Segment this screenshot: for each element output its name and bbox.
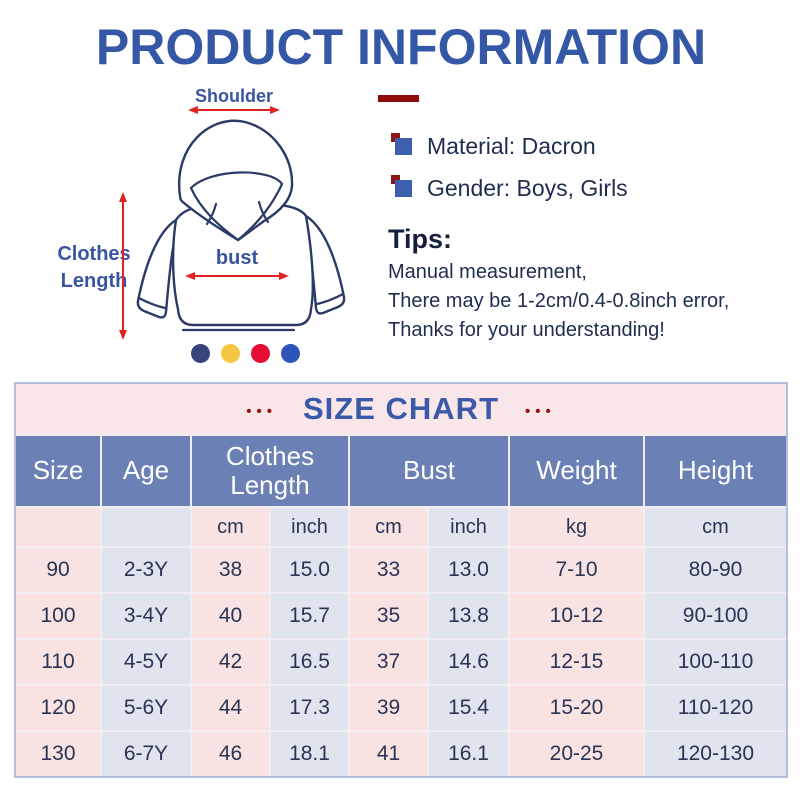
table-cell: 41 xyxy=(350,732,427,776)
col-header-age: Age xyxy=(102,436,190,506)
tips-title: Tips: xyxy=(388,224,453,254)
table-cell: 13.0 xyxy=(429,548,508,592)
size-chart-title: SIZE CHART xyxy=(303,391,499,426)
table-cell: 7-10 xyxy=(510,548,643,592)
unit-cell: cm xyxy=(645,508,786,546)
size-chart-section: ••• SIZE CHART ••• Size Age Clothes Leng… xyxy=(14,382,788,778)
table-cell: 18.1 xyxy=(271,732,348,776)
bust-label: bust xyxy=(215,247,259,269)
table-cell: 3-4Y xyxy=(102,594,190,638)
table-cell: 110-120 xyxy=(645,686,786,730)
table-cell: 100-110 xyxy=(645,640,786,684)
bullet-square-icon xyxy=(391,175,412,197)
table-cell: 17.3 xyxy=(271,686,348,730)
title-underline-dash xyxy=(378,95,419,102)
table-cell: 33 xyxy=(350,548,427,592)
clothes-length-arrow xyxy=(119,192,127,340)
table-cell: 40 xyxy=(192,594,269,638)
col-header-weight: Weight xyxy=(510,436,643,506)
table-cell: 120 xyxy=(16,686,100,730)
decoration-dots-right: ••• xyxy=(525,402,556,420)
table-cell: 15.4 xyxy=(429,686,508,730)
unit-cell xyxy=(102,508,190,546)
shoulder-arrow xyxy=(188,106,280,114)
bullet-square-icon xyxy=(391,133,412,155)
clothes-length-label: Clothes Length xyxy=(57,243,131,292)
color-dot-blue xyxy=(281,344,300,363)
table-cell: 16.1 xyxy=(429,732,508,776)
unit-cell xyxy=(16,508,100,546)
table-cell: 6-7Y xyxy=(102,732,190,776)
table-cell: 42 xyxy=(192,640,269,684)
color-dot-red xyxy=(251,344,270,363)
tips-line: There may be 1-2cm/0.4-0.8inch error, xyxy=(388,290,730,312)
detail-item-gender: Gender: Boys, Girls xyxy=(391,175,628,202)
unit-cell: kg xyxy=(510,508,643,546)
table-cell: 4-5Y xyxy=(102,640,190,684)
table-cell: 2-3Y xyxy=(102,548,190,592)
unit-cell: cm xyxy=(192,508,269,546)
detail-item-label: Gender: Boys, Girls xyxy=(427,175,628,201)
size-chart-header-band: ••• SIZE CHART ••• xyxy=(16,384,786,434)
col-header-bust: Bust xyxy=(350,436,508,506)
table-cell: 35 xyxy=(350,594,427,638)
page-title: PRODUCT INFORMATION xyxy=(95,19,707,75)
table-cell: 12-15 xyxy=(510,640,643,684)
table-cell: 90-100 xyxy=(645,594,786,638)
bust-arrow xyxy=(185,272,289,280)
table-cell: 100 xyxy=(16,594,100,638)
table-cell: 80-90 xyxy=(645,548,786,592)
table-cell: 46 xyxy=(192,732,269,776)
unit-cell: inch xyxy=(429,508,508,546)
col-header-size: Size xyxy=(16,436,100,506)
unit-cell: cm xyxy=(350,508,427,546)
table-cell: 20-25 xyxy=(510,732,643,776)
table-cell: 44 xyxy=(192,686,269,730)
decoration-dots-left: ••• xyxy=(246,402,277,420)
col-header-clothes-length: Clothes Length xyxy=(192,436,348,506)
table-cell: 90 xyxy=(16,548,100,592)
unit-cell: inch xyxy=(271,508,348,546)
table-cell: 15.0 xyxy=(271,548,348,592)
size-table: Size Age Clothes Length Bust Weight Heig… xyxy=(16,434,786,776)
table-cell: 5-6Y xyxy=(102,686,190,730)
col-header-height: Height xyxy=(645,436,786,506)
color-dot-navy xyxy=(191,344,210,363)
table-cell: 15-20 xyxy=(510,686,643,730)
color-dot-yellow xyxy=(221,344,240,363)
hoodie-outline-drawing xyxy=(136,119,346,332)
table-cell: 13.8 xyxy=(429,594,508,638)
detail-item-material: Material: Dacron xyxy=(391,133,596,160)
tips-text-block: Manual measurement, There may be 1-2cm/0… xyxy=(388,258,729,345)
table-cell: 130 xyxy=(16,732,100,776)
table-cell: 10-12 xyxy=(510,594,643,638)
table-cell: 110 xyxy=(16,640,100,684)
shoulder-label: Shoulder xyxy=(194,86,273,106)
table-cell: 14.6 xyxy=(429,640,508,684)
table-cell: 16.5 xyxy=(271,640,348,684)
table-cell: 37 xyxy=(350,640,427,684)
detail-item-label: Material: Dacron xyxy=(427,133,596,159)
table-cell: 120-130 xyxy=(645,732,786,776)
table-cell: 38 xyxy=(192,548,269,592)
table-cell: 15.7 xyxy=(271,594,348,638)
color-dots-row xyxy=(191,344,300,363)
tips-line: Thanks for your understanding! xyxy=(388,319,665,341)
tips-line: Manual measurement, xyxy=(388,261,587,283)
table-cell: 39 xyxy=(350,686,427,730)
